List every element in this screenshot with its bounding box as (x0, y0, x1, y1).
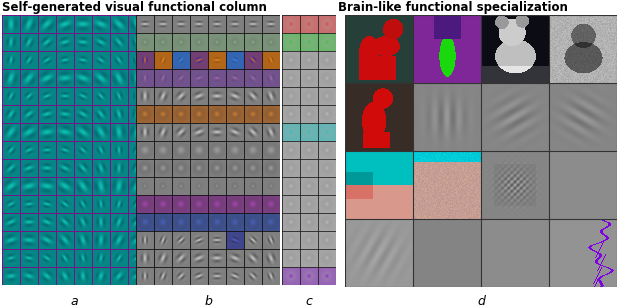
Text: a: a (70, 295, 78, 308)
Text: Brain-like functional specialization: Brain-like functional specialization (338, 1, 568, 14)
Text: Self-generated visual functional column: Self-generated visual functional column (2, 1, 267, 14)
Text: c: c (305, 295, 312, 308)
Text: b: b (204, 295, 212, 308)
Text: d: d (477, 295, 485, 308)
